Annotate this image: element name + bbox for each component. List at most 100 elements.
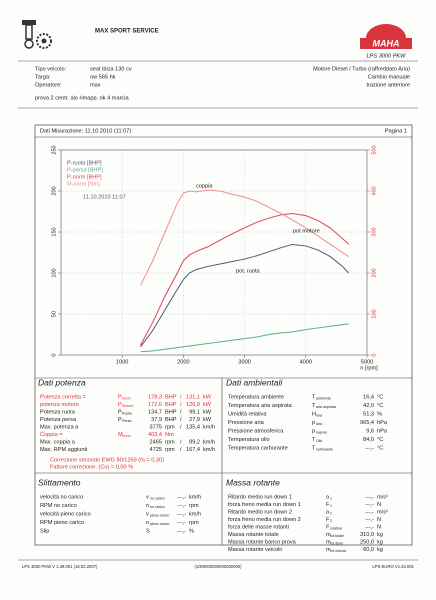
row-symbol: v — [146, 494, 149, 500]
row-value: 3775 — [150, 424, 162, 430]
row-subscript: vapore — [316, 430, 327, 434]
series-line — [140, 212, 349, 346]
row-label: forza delle masse rotanti — [228, 524, 289, 530]
chart-date: 11.10.2010 11:07 — [83, 194, 126, 200]
row-unit: °C — [377, 437, 383, 443]
row-label: Umidità relativa — [228, 411, 267, 417]
row-label: Max. RPM aggiunti — [40, 447, 87, 453]
row-symbol: n — [146, 503, 149, 509]
section-title: Slittamento — [38, 477, 81, 487]
row-value: 51,3 — [363, 411, 374, 417]
row-symbol: P — [118, 402, 122, 408]
legend-entry: P-norm [BHP] — [67, 174, 102, 180]
section-title: Massa rotante — [226, 477, 280, 487]
y2-tick-label: 200 — [371, 268, 377, 277]
row-unit: rpm — [189, 520, 199, 526]
row-symbol: F — [326, 524, 330, 530]
company-logo — [22, 20, 52, 49]
row-separator: / — [180, 447, 182, 453]
row-unit: kg — [377, 547, 383, 553]
row-symbol: m — [326, 539, 331, 545]
row-unit: km/h — [189, 494, 201, 500]
row-value: 172,6 — [148, 402, 162, 408]
row-unit: hPa — [377, 428, 388, 434]
row-symbol: P — [118, 417, 122, 423]
row-symbol: v — [146, 511, 149, 517]
row-label: Temperatura carburante — [228, 445, 288, 451]
info-value: ow 565 hk — [90, 74, 116, 80]
row-value: 37,9 — [151, 417, 162, 423]
row-subscript: 1 — [330, 504, 332, 508]
legend-entry: P-ruota [BHP] — [67, 160, 102, 166]
row-subscript: Motore — [122, 404, 133, 408]
row-value: 42,0 — [363, 403, 374, 409]
row-unit: km/h — [189, 511, 201, 517]
row-unit: hPa — [377, 420, 388, 426]
row-value: 2465 — [150, 439, 162, 445]
row-value-2: 167,4 — [186, 447, 200, 453]
y2-tick-label: 400 — [371, 186, 377, 195]
x-tick-label: 5000 — [361, 359, 373, 365]
row-subscript: rotativa — [330, 526, 342, 530]
footer-center: (1000000000000000000) — [194, 564, 242, 569]
row-label: Massa rotante totale — [228, 532, 279, 538]
row-value: 84,0 — [363, 437, 374, 443]
row-unit-2: kW — [203, 409, 212, 415]
row-value: ---,- — [177, 494, 186, 500]
row-label: Ritardo medio run down 1 — [228, 494, 292, 500]
row-separator: / — [180, 394, 182, 400]
row-unit-2: km/h — [203, 439, 215, 445]
row-subscript: rot.veicolo — [330, 549, 346, 553]
legend-entry: M-norm [Nm] — [67, 181, 100, 187]
row-symbol: T — [312, 445, 316, 451]
row-label: Max. coppia a — [40, 439, 76, 445]
row-label: Temperatura ambiente — [228, 394, 284, 400]
row-symbol: T — [312, 394, 316, 400]
info-right: Motore Diesel / Turbo (raffreddato Aria) — [313, 66, 410, 72]
row-symbol: n — [146, 520, 149, 526]
row-value: 4725 — [150, 447, 162, 453]
row-value-2: 126,9 — [186, 402, 200, 408]
row-symbol: T — [312, 437, 316, 443]
row-separator: / — [180, 439, 182, 445]
row-symbol: H — [312, 411, 316, 417]
row-subscript: pieno carico — [150, 513, 169, 517]
row-symbol: a — [326, 494, 330, 500]
row-label: Ritardo medio run down 2 — [228, 509, 292, 515]
row-label: forza freno media run down 2 — [228, 517, 301, 523]
row-label: velocità no carico — [40, 494, 83, 500]
info-right: trazione anteriore — [366, 82, 410, 88]
correction-note: Fattore correzione: (Co) = 0,00 % — [50, 464, 133, 470]
row-symbol: M — [118, 432, 123, 438]
row-separator: / — [180, 409, 182, 415]
row-label: Slip — [40, 528, 49, 534]
y2-tick-label: 100 — [371, 309, 377, 318]
row-unit: BHP — [165, 417, 177, 423]
y-tick-label: 250 — [51, 145, 57, 154]
footer-left: LPS 3000 PKW V 1.39.001 (16.02.2007) — [22, 564, 98, 569]
row-unit: BHP — [165, 409, 177, 415]
row-value: 16,4 — [363, 394, 374, 400]
row-unit-2: kW — [203, 417, 212, 423]
row-unit: % — [189, 528, 194, 534]
footer-right: LPS-EURO V1.34.001 — [372, 564, 414, 569]
brand: MAHA — [373, 38, 400, 48]
row-subscript: no carico — [150, 505, 165, 509]
row-value-2: 27,9 — [189, 417, 200, 423]
row-separator: / — [180, 424, 182, 430]
row-label: Pressione atmosferica — [228, 428, 284, 434]
row-subscript: 2 — [330, 519, 332, 523]
row-value-2: 99,1 — [189, 409, 200, 415]
row-unit: °C — [377, 394, 383, 400]
y-tick-label: 100 — [51, 268, 57, 277]
row-unit: rpm — [165, 447, 175, 453]
info-right: Cambio manuale — [368, 74, 410, 80]
annotation: pot. ruota — [236, 268, 261, 274]
row-unit: rpm — [165, 424, 175, 430]
y-tick-label: 0 — [51, 353, 57, 356]
row-subscript: carburante — [316, 447, 333, 451]
row-label: Potenza corretta = — [40, 394, 86, 400]
model: LPS 3000 PKW — [367, 53, 407, 59]
row-symbol: a — [326, 509, 330, 515]
